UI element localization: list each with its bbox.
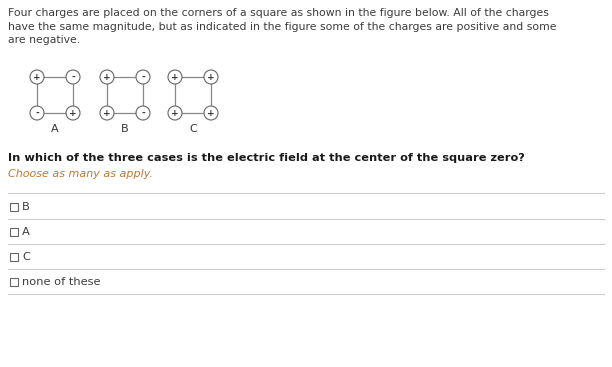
- Text: B: B: [22, 202, 30, 212]
- Circle shape: [168, 70, 182, 84]
- Text: Four charges are placed on the corners of a square as shown in the figure below.: Four charges are placed on the corners o…: [8, 8, 549, 18]
- Text: +: +: [103, 73, 111, 81]
- Text: -: -: [35, 109, 39, 117]
- Text: +: +: [171, 73, 179, 81]
- Text: are negative.: are negative.: [8, 35, 80, 45]
- Text: C: C: [22, 252, 30, 262]
- Circle shape: [136, 106, 150, 120]
- Text: none of these: none of these: [22, 277, 100, 287]
- Circle shape: [100, 106, 114, 120]
- Text: +: +: [207, 73, 215, 81]
- Circle shape: [168, 106, 182, 120]
- Text: +: +: [33, 73, 41, 81]
- Circle shape: [204, 70, 218, 84]
- Text: +: +: [171, 109, 179, 117]
- Text: +: +: [69, 109, 77, 117]
- Text: -: -: [141, 73, 145, 81]
- Circle shape: [136, 70, 150, 84]
- Text: +: +: [207, 109, 215, 117]
- Circle shape: [100, 70, 114, 84]
- Text: B: B: [121, 124, 129, 134]
- Circle shape: [204, 106, 218, 120]
- Text: C: C: [189, 124, 197, 134]
- Text: A: A: [51, 124, 59, 134]
- Circle shape: [30, 70, 44, 84]
- Text: have the same magnitude, but as indicated in the figure some of the charges are : have the same magnitude, but as indicate…: [8, 22, 556, 32]
- Text: -: -: [141, 109, 145, 117]
- Circle shape: [66, 106, 80, 120]
- Text: A: A: [22, 227, 30, 237]
- Text: +: +: [103, 109, 111, 117]
- FancyBboxPatch shape: [10, 278, 18, 286]
- Text: -: -: [71, 73, 75, 81]
- Text: Choose as many as apply.: Choose as many as apply.: [8, 169, 153, 179]
- FancyBboxPatch shape: [10, 253, 18, 261]
- FancyBboxPatch shape: [10, 203, 18, 211]
- Circle shape: [66, 70, 80, 84]
- Circle shape: [30, 106, 44, 120]
- Text: In which of the three cases is the electric field at the center of the square ze: In which of the three cases is the elect…: [8, 153, 524, 163]
- FancyBboxPatch shape: [10, 228, 18, 236]
